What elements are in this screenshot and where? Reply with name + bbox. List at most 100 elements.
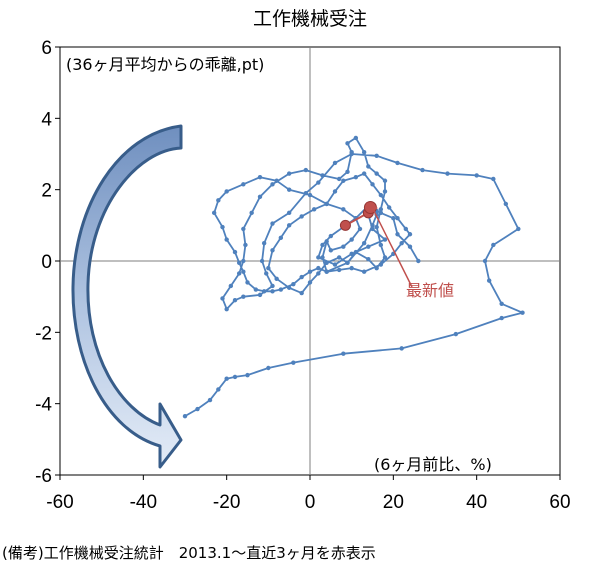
series-point (232, 374, 238, 380)
series-point (474, 173, 479, 178)
series-point (220, 296, 225, 301)
series-point (516, 226, 521, 232)
series-point (224, 306, 229, 312)
series-point (386, 205, 392, 210)
series-point (336, 176, 342, 182)
series-point (349, 251, 354, 257)
series-point (232, 298, 238, 303)
annotation-label: 最新値 (406, 281, 454, 300)
series-point (361, 171, 367, 176)
series-point (245, 280, 250, 285)
series-point (224, 237, 229, 242)
series-point (307, 192, 313, 198)
series-points (182, 135, 525, 419)
series-point (182, 413, 188, 419)
series-point (320, 242, 325, 248)
x-tick-label: 0 (305, 492, 316, 513)
series-point (253, 287, 259, 292)
y-tick-label: -2 (35, 323, 52, 344)
series-point (236, 271, 242, 276)
series-point (257, 174, 263, 180)
series-point (374, 171, 379, 176)
series-point (320, 255, 325, 260)
series-point (303, 191, 309, 196)
series-point (378, 210, 384, 216)
series-point (407, 244, 413, 249)
series-point (453, 331, 459, 337)
series-point (286, 171, 292, 176)
y-tick-label: 2 (41, 181, 52, 202)
series-point (366, 257, 371, 262)
series-point (264, 271, 269, 276)
series-point (241, 226, 246, 232)
series-point (220, 224, 225, 230)
series-point (349, 150, 354, 155)
series-point (261, 240, 267, 246)
series-point (353, 174, 359, 180)
series-point (395, 216, 400, 221)
series-point (382, 189, 388, 194)
series-point (361, 240, 367, 246)
series-point (270, 182, 275, 187)
series-point (374, 265, 379, 271)
series-point (241, 294, 246, 299)
series-point (366, 244, 371, 249)
series-point (399, 346, 404, 351)
annotation-arrowhead (366, 202, 378, 213)
series-point (286, 210, 292, 216)
x-tick-label: 60 (549, 492, 570, 513)
series-point (395, 160, 400, 166)
series-point (207, 397, 213, 403)
series-point (257, 292, 263, 298)
series-point (316, 180, 321, 185)
y-tick-label: 6 (41, 38, 52, 59)
series-point (332, 160, 338, 166)
series-point (374, 224, 379, 230)
series-point (216, 387, 221, 392)
series-point (299, 274, 304, 280)
series-point (370, 182, 375, 187)
x-tick-label: 20 (383, 492, 404, 513)
series-point (399, 240, 404, 246)
series-point (370, 223, 375, 228)
series-point (349, 237, 354, 242)
series-point (195, 406, 200, 412)
series-point (361, 269, 367, 274)
series-point (378, 242, 384, 248)
series-point (278, 287, 284, 292)
series-point (491, 176, 496, 182)
series-point (332, 189, 338, 194)
series-point (374, 153, 379, 158)
series-point (241, 269, 246, 274)
x-axis-label: (6ヶ月前比、%) (374, 455, 492, 474)
series-point (224, 189, 229, 194)
series-point (391, 216, 396, 221)
series-point (249, 210, 254, 216)
series-point (291, 281, 296, 287)
series-point (259, 258, 265, 264)
x-tick-label: -20 (213, 492, 240, 513)
series-point (261, 289, 267, 294)
series-point (316, 255, 321, 260)
series-point (324, 201, 329, 207)
annotation-leader (371, 206, 413, 288)
y-tick-label: 0 (41, 252, 52, 273)
series-point (341, 207, 346, 212)
series-point (378, 192, 384, 198)
series-point (216, 198, 221, 203)
series-point (257, 194, 263, 199)
series-point (286, 285, 292, 290)
series-point (316, 265, 321, 271)
series-point (241, 258, 246, 264)
series-point (503, 201, 509, 207)
series-point (332, 262, 338, 267)
series-point (307, 269, 313, 274)
footnote: (備考)工作機械受注統計 2013.1～直近3ヶ月を赤表示 (2, 544, 376, 562)
series-point (274, 276, 279, 282)
x-tick-label: -40 (130, 492, 157, 513)
series-point (520, 310, 525, 315)
series-point (349, 265, 354, 271)
series-point (270, 248, 275, 253)
series-point (366, 164, 371, 169)
